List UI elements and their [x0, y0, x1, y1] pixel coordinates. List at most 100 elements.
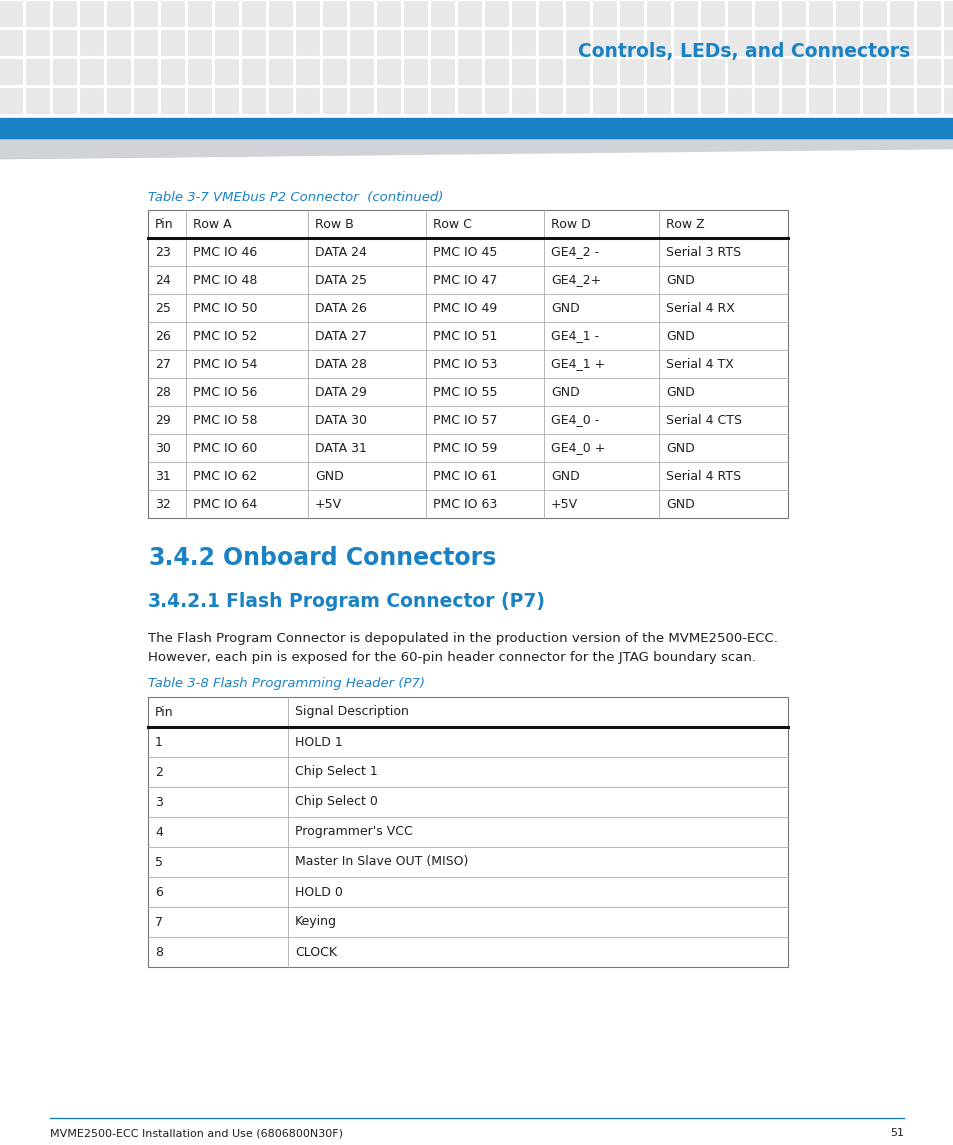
Text: GE4_1 +: GE4_1 +: [551, 357, 604, 371]
FancyBboxPatch shape: [350, 60, 374, 85]
FancyBboxPatch shape: [593, 88, 617, 114]
Text: 8: 8: [154, 946, 163, 958]
Text: 3.4.2: 3.4.2: [148, 546, 214, 570]
Text: PMC IO 53: PMC IO 53: [433, 357, 497, 371]
Text: GND: GND: [314, 469, 343, 482]
FancyBboxPatch shape: [781, 88, 805, 114]
FancyBboxPatch shape: [323, 30, 347, 56]
Text: Row A: Row A: [193, 218, 232, 230]
FancyBboxPatch shape: [862, 60, 886, 85]
Text: PMC IO 50: PMC IO 50: [193, 301, 257, 315]
FancyBboxPatch shape: [835, 60, 859, 85]
FancyBboxPatch shape: [593, 1, 617, 27]
Text: PMC IO 48: PMC IO 48: [193, 274, 257, 286]
Text: GND: GND: [665, 274, 694, 286]
FancyBboxPatch shape: [646, 88, 670, 114]
FancyBboxPatch shape: [26, 60, 50, 85]
FancyBboxPatch shape: [457, 30, 481, 56]
Text: Serial 3 RTS: Serial 3 RTS: [665, 245, 740, 259]
FancyBboxPatch shape: [862, 1, 886, 27]
Bar: [148, 210, 787, 518]
Text: 5: 5: [154, 855, 163, 869]
Text: 30: 30: [154, 442, 171, 455]
FancyBboxPatch shape: [323, 1, 347, 27]
FancyBboxPatch shape: [376, 88, 400, 114]
FancyBboxPatch shape: [673, 30, 698, 56]
FancyBboxPatch shape: [376, 60, 400, 85]
Text: 4: 4: [154, 826, 163, 838]
Text: 28: 28: [154, 386, 171, 398]
FancyBboxPatch shape: [889, 30, 913, 56]
FancyBboxPatch shape: [269, 1, 293, 27]
FancyBboxPatch shape: [727, 60, 751, 85]
FancyBboxPatch shape: [727, 1, 751, 27]
FancyBboxPatch shape: [781, 1, 805, 27]
Text: GND: GND: [551, 386, 579, 398]
Text: GE4_2 -: GE4_2 -: [551, 245, 598, 259]
Text: Controls, LEDs, and Connectors: Controls, LEDs, and Connectors: [578, 42, 909, 62]
FancyBboxPatch shape: [188, 30, 212, 56]
Text: PMC IO 54: PMC IO 54: [193, 357, 257, 371]
FancyBboxPatch shape: [943, 60, 953, 85]
Text: 3: 3: [154, 796, 163, 808]
FancyBboxPatch shape: [808, 60, 832, 85]
Text: +5V: +5V: [551, 497, 578, 511]
FancyBboxPatch shape: [80, 1, 104, 27]
Text: Row Z: Row Z: [665, 218, 704, 230]
FancyBboxPatch shape: [242, 60, 266, 85]
FancyBboxPatch shape: [214, 88, 239, 114]
FancyBboxPatch shape: [0, 88, 23, 114]
FancyBboxPatch shape: [242, 88, 266, 114]
Text: 51: 51: [889, 1128, 903, 1138]
FancyBboxPatch shape: [673, 88, 698, 114]
FancyBboxPatch shape: [26, 88, 50, 114]
FancyBboxPatch shape: [80, 88, 104, 114]
FancyBboxPatch shape: [242, 30, 266, 56]
FancyBboxPatch shape: [26, 1, 50, 27]
Bar: [0, 118, 953, 140]
Text: Serial 4 RTS: Serial 4 RTS: [665, 469, 740, 482]
FancyBboxPatch shape: [916, 30, 940, 56]
FancyBboxPatch shape: [53, 30, 77, 56]
FancyBboxPatch shape: [242, 1, 266, 27]
Text: Flash Program Connector (P7): Flash Program Connector (P7): [226, 592, 544, 611]
FancyBboxPatch shape: [512, 30, 536, 56]
Text: PMC IO 61: PMC IO 61: [433, 469, 497, 482]
Text: 27: 27: [154, 357, 171, 371]
Text: PMC IO 62: PMC IO 62: [193, 469, 257, 482]
FancyBboxPatch shape: [457, 1, 481, 27]
FancyBboxPatch shape: [916, 88, 940, 114]
Text: The Flash Program Connector is depopulated in the production version of the MVME: The Flash Program Connector is depopulat…: [148, 632, 777, 645]
FancyBboxPatch shape: [889, 60, 913, 85]
FancyBboxPatch shape: [484, 60, 509, 85]
FancyBboxPatch shape: [107, 88, 131, 114]
FancyBboxPatch shape: [161, 1, 185, 27]
FancyBboxPatch shape: [593, 60, 617, 85]
Text: Table 3-7 VMEbus P2 Connector  (continued): Table 3-7 VMEbus P2 Connector (continued…: [148, 191, 443, 205]
Text: PMC IO 58: PMC IO 58: [193, 413, 257, 426]
FancyBboxPatch shape: [403, 88, 428, 114]
Text: PMC IO 46: PMC IO 46: [193, 245, 257, 259]
FancyBboxPatch shape: [295, 30, 319, 56]
FancyBboxPatch shape: [538, 1, 562, 27]
FancyBboxPatch shape: [512, 60, 536, 85]
FancyBboxPatch shape: [403, 60, 428, 85]
FancyBboxPatch shape: [484, 30, 509, 56]
FancyBboxPatch shape: [350, 88, 374, 114]
Text: Programmer's VCC: Programmer's VCC: [294, 826, 413, 838]
FancyBboxPatch shape: [431, 30, 455, 56]
FancyBboxPatch shape: [593, 30, 617, 56]
Text: DATA 29: DATA 29: [314, 386, 367, 398]
FancyBboxPatch shape: [107, 30, 131, 56]
FancyBboxPatch shape: [889, 88, 913, 114]
Text: PMC IO 55: PMC IO 55: [433, 386, 497, 398]
Polygon shape: [0, 140, 953, 158]
FancyBboxPatch shape: [53, 88, 77, 114]
FancyBboxPatch shape: [808, 1, 832, 27]
FancyBboxPatch shape: [295, 1, 319, 27]
FancyBboxPatch shape: [188, 60, 212, 85]
FancyBboxPatch shape: [457, 88, 481, 114]
FancyBboxPatch shape: [350, 30, 374, 56]
FancyBboxPatch shape: [646, 60, 670, 85]
Text: 2: 2: [154, 766, 163, 779]
